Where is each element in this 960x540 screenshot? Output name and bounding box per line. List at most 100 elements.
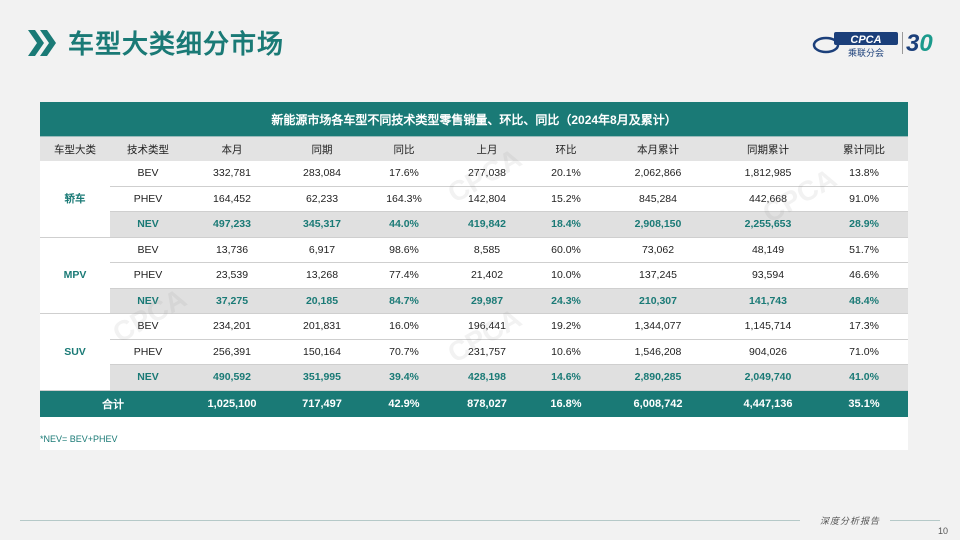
value-cell: 2,890,285: [600, 364, 716, 391]
value-cell: 84.7%: [366, 288, 442, 314]
value-cell: 283,084: [278, 161, 366, 187]
page-title: 车型大类细分市场: [68, 29, 285, 59]
column-header: 本月: [186, 136, 278, 161]
column-header: 车型大类: [40, 136, 110, 161]
table-row: MPV BEV 13,736 6,917 98.6% 8,585 60.0% 73,062 48…: [40, 237, 909, 314]
value-cell: 18.4%: [532, 211, 600, 238]
anniv-0: 0: [919, 30, 933, 57]
value-cell: 351,995: [278, 364, 366, 391]
value-cell: 77.4%: [366, 262, 442, 289]
value-cell: 231,757: [442, 339, 532, 365]
value-cell: 210,307: [600, 288, 716, 314]
tech-type-cell: BEV: [110, 313, 186, 340]
value-cell: 6,917: [278, 237, 366, 263]
value-cell: 19.2%: [532, 313, 600, 340]
value-cell: 17.6%: [366, 161, 442, 187]
value-cell: 141,743: [716, 288, 820, 314]
anniv-3: 3: [906, 30, 920, 57]
tech-type-cell: PHEV: [110, 262, 186, 289]
logo-divider: [902, 32, 903, 54]
value-cell: 16.0%: [366, 313, 442, 340]
total-value-cell: 35.1%: [820, 390, 909, 417]
column-header: 同比: [366, 136, 442, 161]
column-header: 上月: [442, 136, 532, 161]
footnote: *NEV= BEV+PHEV: [40, 434, 118, 444]
value-cell: 150,164: [278, 339, 366, 365]
table-caption-row: 新能源市场各车型不同技术类型零售销量、环比、同比（2024年8月及累计）: [40, 102, 909, 137]
value-cell: 71.0%: [820, 339, 909, 365]
value-cell: 497,233: [186, 211, 278, 238]
total-row: 合计 1,025,100 717,497 42.9% 878,027 16.8% 6,008…: [40, 390, 909, 417]
total-value-cell: 4,447,136: [716, 390, 820, 417]
table-caption: 新能源市场各车型不同技术类型零售销量、环比、同比（2024年8月及累计）: [40, 102, 909, 137]
vehicle-group-label: MPV: [40, 237, 110, 314]
value-cell: 13,736: [186, 237, 278, 263]
anniversary-mark: 30: [906, 30, 933, 58]
column-header: 技术类型: [110, 136, 186, 161]
value-cell: 10.0%: [532, 262, 600, 289]
logo-brand-sub: 乘联分会: [848, 47, 884, 58]
sales-table: 新能源市场各车型不同技术类型零售销量、环比、同比（2024年8月及累计） 车型大类…: [40, 102, 909, 417]
value-cell: 845,284: [600, 186, 716, 212]
value-cell: 41.0%: [820, 364, 909, 391]
total-value-cell: 1,025,100: [186, 390, 278, 417]
value-cell: 51.7%: [820, 237, 909, 263]
value-cell: 2,255,653: [716, 211, 820, 238]
value-cell: 46.6%: [820, 262, 909, 289]
table-row: PHEV 23,539 13,268 77.4% 21,402 10.0% 137,245 9…: [40, 262, 909, 289]
value-cell: 10.6%: [532, 339, 600, 365]
table-header-row: 车型大类 技术类型 本月 同期 同比 上月 环比 本月累计 同期累计 累计同比: [40, 136, 909, 161]
value-cell: 29,987: [442, 288, 532, 314]
total-value-cell: 16.8%: [532, 390, 600, 417]
vehicle-group-label: SUV: [40, 313, 110, 391]
value-cell: 332,781: [186, 161, 278, 187]
table-row: PHEV 164,452 62,233 164.3% 142,804 15.2% 845,2…: [40, 186, 909, 212]
value-cell: 60.0%: [532, 237, 600, 263]
value-cell: 490,592: [186, 364, 278, 391]
total-value-cell: 717,497: [278, 390, 366, 417]
value-cell: 39.4%: [366, 364, 442, 391]
tech-type-cell: BEV: [110, 161, 186, 187]
value-cell: 8,585: [442, 237, 532, 263]
total-value-cell: 878,027: [442, 390, 532, 417]
table-row: 轿车 BEV 332,781 283,084 17.6% 277,038 20.1% 2,06…: [40, 161, 909, 238]
tech-type-cell: NEV: [110, 364, 186, 391]
cpca-logo-icon: CPCA 乘联分会: [812, 32, 898, 58]
value-cell: 164.3%: [366, 186, 442, 212]
column-header: 同期累计: [716, 136, 820, 161]
value-cell: 137,245: [600, 262, 716, 289]
value-cell: 428,198: [442, 364, 532, 391]
value-cell: 21,402: [442, 262, 532, 289]
table-row: NEV 37,275 20,185 84.7% 29,987 24.3% 210,307 14…: [40, 288, 909, 314]
value-cell: 37,275: [186, 288, 278, 314]
value-cell: 98.6%: [366, 237, 442, 263]
total-label: 合计: [40, 390, 186, 417]
cpca-logo: CPCA 乘联分会 30: [812, 28, 938, 58]
value-cell: 44.0%: [366, 211, 442, 238]
total-value-cell: 6,008,742: [600, 390, 716, 417]
value-cell: 2,908,150: [600, 211, 716, 238]
value-cell: 164,452: [186, 186, 278, 212]
value-cell: 201,831: [278, 313, 366, 340]
tech-type-cell: NEV: [110, 288, 186, 314]
sales-table-card: 新能源市场各车型不同技术类型零售销量、环比、同比（2024年8月及累计） 车型大类…: [40, 102, 909, 450]
column-header: 累计同比: [820, 136, 909, 161]
footer-divider: [890, 520, 940, 521]
value-cell: 13.8%: [820, 161, 909, 187]
value-cell: 14.6%: [532, 364, 600, 391]
chevron-right-icon: [28, 30, 56, 56]
value-cell: 277,038: [442, 161, 532, 187]
value-cell: 20.1%: [532, 161, 600, 187]
table-row: SUV BEV 234,201 201,831 16.0% 196,441 19.2% 1,3…: [40, 313, 909, 391]
logo-brand: CPCA: [850, 34, 881, 46]
value-cell: 2,062,866: [600, 161, 716, 187]
value-cell: 142,804: [442, 186, 532, 212]
table-row: NEV 497,233 345,317 44.0% 419,842 18.4% 2,908,…: [40, 211, 909, 238]
value-cell: 24.3%: [532, 288, 600, 314]
footer-divider: [20, 520, 800, 521]
tech-type-cell: PHEV: [110, 339, 186, 365]
value-cell: 20,185: [278, 288, 366, 314]
value-cell: 23,539: [186, 262, 278, 289]
value-cell: 904,026: [716, 339, 820, 365]
table-row: NEV 490,592 351,995 39.4% 428,198 14.6% 2,890,…: [40, 364, 909, 391]
